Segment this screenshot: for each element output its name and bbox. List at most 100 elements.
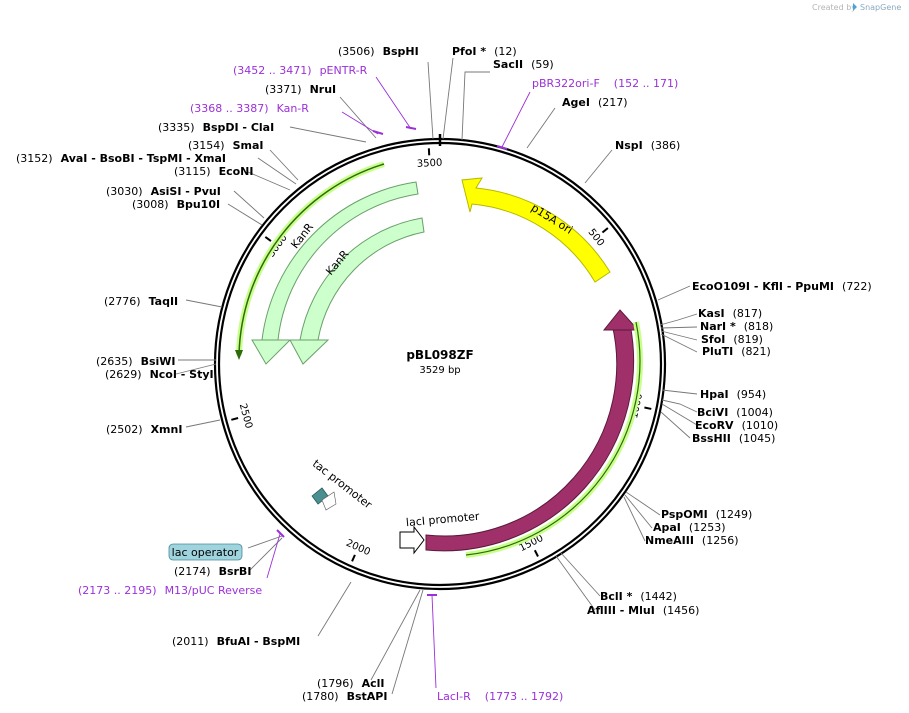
site-name: BssHII xyxy=(692,432,731,445)
primer-leader-lines xyxy=(266,76,531,689)
site-position: (819) xyxy=(733,333,763,346)
site-position: (3154) xyxy=(188,139,225,152)
site-nspi[interactable]: NspI (386) xyxy=(615,139,680,152)
primer-label: M13/pUC Reverse xyxy=(165,584,263,597)
site-name: AvaI - BsoBI - TspMI - XmaI xyxy=(61,152,226,165)
site-position: (3335) xyxy=(158,121,195,134)
site-bfuai-bspmi[interactable]: (2011) BfuAI - BspMI xyxy=(172,635,300,648)
site-position: (2629) xyxy=(105,368,142,381)
feature-lac-operator[interactable] xyxy=(168,543,243,561)
site-xmni[interactable]: (2502) XmnI xyxy=(106,423,182,436)
site-apai[interactable]: ApaI (1253) xyxy=(653,521,725,534)
label-tac-promoter: tac promoter xyxy=(310,457,375,512)
primer-pbr322ori-f[interactable]: pBR322ori-F (152 .. 171) xyxy=(532,77,678,90)
site-name: HpaI xyxy=(700,388,729,401)
site-name: PluTI xyxy=(702,345,733,358)
feature-laci-promoter[interactable] xyxy=(399,525,425,555)
site-name: NruI xyxy=(310,83,337,96)
feature-tac-promoter-arrow xyxy=(321,491,337,511)
site-bsphi[interactable]: (3506) BspHI xyxy=(338,45,419,58)
site-asisi-pvui[interactable]: (3030) AsiSI - PvuI xyxy=(106,185,221,198)
site-pfoi[interactable]: PfoI * (12) xyxy=(452,45,517,58)
tick-mark-3000 xyxy=(264,236,272,242)
site-name: BciVI xyxy=(697,406,728,419)
plasmid-name: pBL098ZF xyxy=(406,348,473,362)
site-name: BspHI xyxy=(383,45,419,58)
site-position: (3008) xyxy=(132,198,169,211)
site-position: (59) xyxy=(531,58,554,71)
site-position: (3115) xyxy=(174,165,211,178)
site-position: (1253) xyxy=(689,521,726,534)
site-bsshii[interactable]: BssHII (1045) xyxy=(692,432,775,445)
site-name: NarI * xyxy=(700,320,736,333)
site-position: (821) xyxy=(741,345,771,358)
site-position: (2502) xyxy=(106,423,143,436)
site-kasi[interactable]: KasI (817) xyxy=(698,307,762,320)
site-name: EcoNI xyxy=(219,165,254,178)
site-position: (2635) xyxy=(96,355,133,368)
feature-kanr-outer-arrowhead xyxy=(251,339,292,365)
feature-laci-arrowhead xyxy=(602,309,640,331)
site-position: (1010) xyxy=(742,419,779,432)
site-bpu10i[interactable]: (3008) Bpu10I xyxy=(132,198,220,211)
primer-range: (1773 .. 1792) xyxy=(485,690,564,703)
label-lac-operator: lac operator xyxy=(172,546,239,559)
site-pluti[interactable]: PluTI (821) xyxy=(702,345,771,358)
site-sfoi[interactable]: SfoI (819) xyxy=(701,333,763,346)
site-avai-bsobi-tspmi-xmai[interactable]: (3152) AvaI - BsoBI - TspMI - XmaI xyxy=(16,152,226,165)
site-bspdi-clai[interactable]: (3335) BspDI - ClaI xyxy=(158,121,274,134)
tick-mark-2000 xyxy=(351,554,356,562)
primer-laci-r[interactable]: LacI-R (1773 .. 1792) xyxy=(437,690,563,703)
site-name: AsiSI - PvuI xyxy=(151,185,221,198)
site-nmeaiii[interactable]: NmeAIII (1256) xyxy=(645,534,739,547)
site-nrui[interactable]: (3371) NruI xyxy=(265,83,336,96)
site-taqii[interactable]: (2776) TaqII xyxy=(104,295,178,308)
site-hpai[interactable]: HpaI (954) xyxy=(700,388,766,401)
feature-kanr-inner-arrowhead xyxy=(289,339,330,365)
watermark-created-by: Created by xyxy=(812,3,856,12)
site-position: (3506) xyxy=(338,45,375,58)
primer-label: LacI-R xyxy=(437,690,471,703)
site-position: (1796) xyxy=(317,677,354,690)
site-position: (1249) xyxy=(716,508,753,521)
site-smai[interactable]: (3154) SmaI xyxy=(188,139,263,152)
site-position: (386) xyxy=(651,139,681,152)
site-position: (217) xyxy=(598,96,628,109)
site-bcli[interactable]: BclI * (1442) xyxy=(600,590,677,603)
site-position: (1456) xyxy=(663,604,700,617)
tick-mark-1500 xyxy=(533,549,539,557)
site-ncoi-styi[interactable]: (2629) NcoI - StyI xyxy=(105,368,214,381)
primer-label: pENTR-R xyxy=(320,64,368,77)
primer-kan-r[interactable]: (3368 .. 3387) Kan-R xyxy=(190,102,309,115)
tick-label-3500: 3500 xyxy=(417,158,443,170)
site-name: AflIII - MluI xyxy=(587,604,655,617)
site-ecorv[interactable]: EcoRV (1010) xyxy=(695,419,778,432)
primer-m13-puc-reverse[interactable]: (2173 .. 2195) M13/pUC Reverse xyxy=(78,584,262,597)
site-ecoo109i-kfli-ppumi[interactable]: EcoO109I - KflI - PpuMI (722) xyxy=(692,280,872,293)
site-position: (2174) xyxy=(174,565,211,578)
site-position: (1004) xyxy=(736,406,773,419)
plasmid-size: 3529 bp xyxy=(419,365,460,376)
site-labels: (3506) BspHI PfoI * (12)SacII (59) AgeI (217) N… xyxy=(16,45,872,703)
site-position: (2776) xyxy=(104,295,141,308)
feature-p15a-ori[interactable] xyxy=(461,177,611,283)
site-name: NcoI - StyI xyxy=(150,368,214,381)
site-position: (1780) xyxy=(302,690,339,703)
primer-pentr-r[interactable]: (3452 .. 3471) pENTR-R xyxy=(233,64,368,77)
site-pspomi[interactable]: PspOMI (1249) xyxy=(661,508,752,521)
site-name: EcoRV xyxy=(695,419,734,432)
site-position: (722) xyxy=(842,280,872,293)
tick-mark-1000 xyxy=(644,406,652,410)
site-position: (1442) xyxy=(640,590,677,603)
tick-mark-2500 xyxy=(231,417,239,421)
site-bstapi[interactable]: (1780) BstAPI xyxy=(302,690,387,703)
site-nari[interactable]: NarI * (818) xyxy=(700,320,773,333)
site-econi[interactable]: (3115) EcoNI xyxy=(174,165,253,178)
site-afliii-mlui[interactable]: AflIII - MluI (1456) xyxy=(587,604,699,617)
site-agei[interactable]: AgeI (217) xyxy=(562,96,628,109)
site-bsiwi[interactable]: (2635) BsiWI xyxy=(96,355,176,368)
site-bsrbi[interactable]: (2174) BsrBI xyxy=(174,565,251,578)
site-sacii[interactable]: SacII (59) xyxy=(493,58,554,71)
site-acli[interactable]: (1796) AclI xyxy=(317,677,384,690)
site-bcivi[interactable]: BciVI (1004) xyxy=(697,406,773,419)
